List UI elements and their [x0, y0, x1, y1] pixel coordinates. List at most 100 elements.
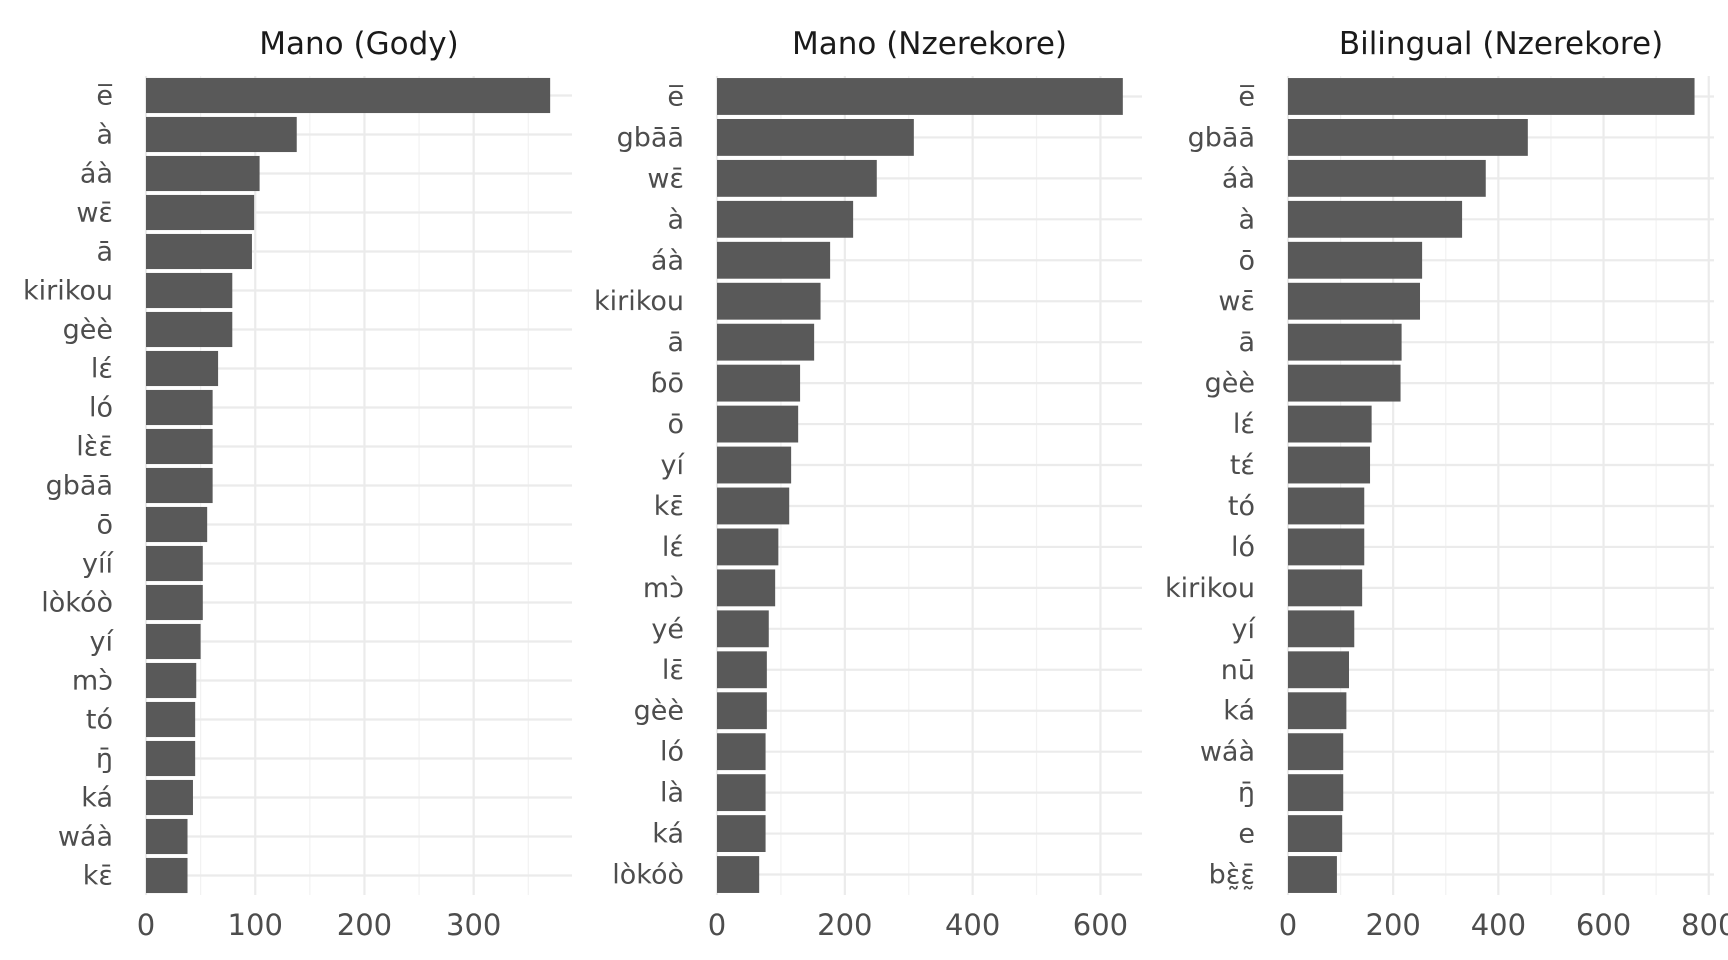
- y-tick-label: lɛ́: [91, 354, 113, 385]
- bar-6: [717, 282, 821, 320]
- bar-5: [717, 241, 831, 279]
- x-tick-label: 0: [137, 908, 155, 942]
- bar-18: [146, 740, 196, 777]
- x-tick-label: 600: [1576, 908, 1631, 942]
- bar-20: [717, 856, 760, 893]
- bar-2: [717, 118, 914, 156]
- bar-17: [146, 701, 196, 738]
- bar-9: [146, 389, 213, 426]
- y-tick-label: e: [1238, 819, 1255, 850]
- y-tick-label: tó: [1228, 491, 1255, 522]
- x-tick-label: 100: [228, 908, 283, 942]
- y-tick-label: áà: [1222, 163, 1255, 194]
- bar-7: [146, 311, 233, 348]
- bar-15: [1288, 651, 1350, 689]
- bar-18: [717, 774, 766, 812]
- y-tick-label: ŋ̄: [96, 744, 113, 775]
- bar-15: [717, 651, 767, 689]
- bar-9: [1288, 405, 1372, 443]
- bar-11: [1288, 487, 1365, 525]
- y-tick-label: kɛ̄: [83, 861, 113, 892]
- bar-13: [146, 545, 203, 582]
- y-tick-label: yí: [1232, 614, 1257, 645]
- bar-19: [146, 779, 193, 816]
- panel-title: Mano (Gody): [259, 26, 458, 62]
- chart-panel-1: e̅ à áà wɛ̄ ā kirikou gèè lɛ́ ló lɛ̀ɛ̄ gbāā ō yíí lòk…: [23, 26, 572, 942]
- bar-1: [717, 78, 1123, 115]
- x-tick-label: 400: [945, 908, 1000, 942]
- y-tick-label: gbāā: [617, 122, 684, 153]
- x-tick-label: 0: [708, 908, 726, 942]
- y-tick-label: ā: [1238, 327, 1255, 358]
- bar-19: [1288, 815, 1343, 853]
- y-tick-label: áà: [651, 245, 684, 276]
- y-tick-label: à: [96, 120, 113, 151]
- y-tick-label: ŋ̄: [1238, 778, 1255, 809]
- x-tick-label: 300: [446, 908, 501, 942]
- y-tick-label: tɛ́: [1230, 450, 1255, 481]
- y-tick-label: e̅: [667, 81, 684, 112]
- y-tick-label: ɓō: [650, 368, 684, 399]
- bar-1: [146, 77, 551, 114]
- y-tick-label: bɛ̰̀ɛ̰̄: [1209, 860, 1255, 891]
- y-tick-label: lɛ̄: [662, 655, 684, 686]
- y-tick-label: ō: [1238, 245, 1255, 276]
- y-tick-label: yí: [90, 627, 115, 658]
- bar-12: [1288, 528, 1365, 566]
- y-tick-label: ló: [660, 737, 684, 768]
- x-tick-label: 400: [1471, 908, 1526, 942]
- bar-2: [1288, 118, 1528, 156]
- y-tick-label: mɔ̀: [643, 573, 684, 604]
- bar-11: [146, 467, 213, 504]
- y-tick-label: lɛ̀ɛ̄: [76, 432, 113, 463]
- bar-8: [1288, 364, 1401, 402]
- y-tick-label: lɛ́: [1233, 409, 1255, 440]
- bar-11: [717, 487, 790, 525]
- y-tick-label: lɛ́: [662, 532, 684, 563]
- bar-4: [717, 200, 854, 238]
- bar-13: [717, 569, 776, 607]
- x-tick-label: 200: [817, 908, 872, 942]
- bar-13: [1288, 569, 1363, 607]
- y-tick-label: gèè: [63, 315, 113, 346]
- y-tick-label: là: [660, 778, 684, 809]
- y-tick-label: gèè: [1205, 368, 1255, 399]
- bar-12: [146, 506, 208, 543]
- bar-17: [1288, 733, 1344, 771]
- bar-4: [1288, 200, 1463, 238]
- bar-10: [717, 446, 792, 484]
- panel-title: Bilingual (Nzerekore): [1339, 26, 1663, 62]
- y-tick-label: e̅: [96, 81, 113, 112]
- y-tick-label: ká: [652, 819, 684, 850]
- bar-16: [146, 662, 197, 699]
- y-tick-label: e̅: [1238, 81, 1255, 112]
- bar-12: [717, 528, 779, 566]
- bar-17: [717, 733, 766, 771]
- y-tick-label: kɛ̄: [654, 491, 684, 522]
- x-tick-label: 600: [1073, 908, 1128, 942]
- y-tick-label: ō: [667, 409, 684, 440]
- x-tick-label: 800: [1681, 908, 1728, 942]
- y-tick-label: kirikou: [1165, 573, 1255, 604]
- y-tick-label: nū: [1221, 655, 1255, 686]
- chart-panel-2: e̅ gbāā wɛ̄ à áà kirikou ā ɓō ō yí kɛ̄ lɛ́ mɔ̀ yé lɛ̄ g…: [594, 26, 1142, 942]
- y-tick-label: gbāā: [1188, 122, 1255, 153]
- chart-panel-3: e̅ gbāā áà àō wɛ̄ ā gèè lɛ́ tɛ́ tó ló kirikou yí nū ká…: [1165, 26, 1728, 942]
- y-tick-label: lòkóò: [41, 588, 113, 619]
- y-tick-label: wáà: [1200, 737, 1255, 768]
- bar-1: [1288, 78, 1695, 115]
- y-tick-label: à: [667, 204, 684, 235]
- y-tick-label: yíí: [82, 549, 114, 580]
- bar-3: [717, 159, 877, 197]
- y-tick-label: ká: [81, 783, 113, 814]
- y-tick-label: kirikou: [23, 276, 113, 307]
- y-tick-label: wɛ̄: [76, 198, 113, 229]
- y-tick-label: kirikou: [594, 286, 684, 317]
- bar-14: [717, 610, 769, 648]
- y-tick-label: ā: [96, 237, 113, 268]
- panel-title: Mano (Nzerekore): [792, 26, 1067, 62]
- bar-5: [146, 233, 252, 270]
- bar-15: [146, 623, 201, 660]
- bar-4: [146, 194, 255, 231]
